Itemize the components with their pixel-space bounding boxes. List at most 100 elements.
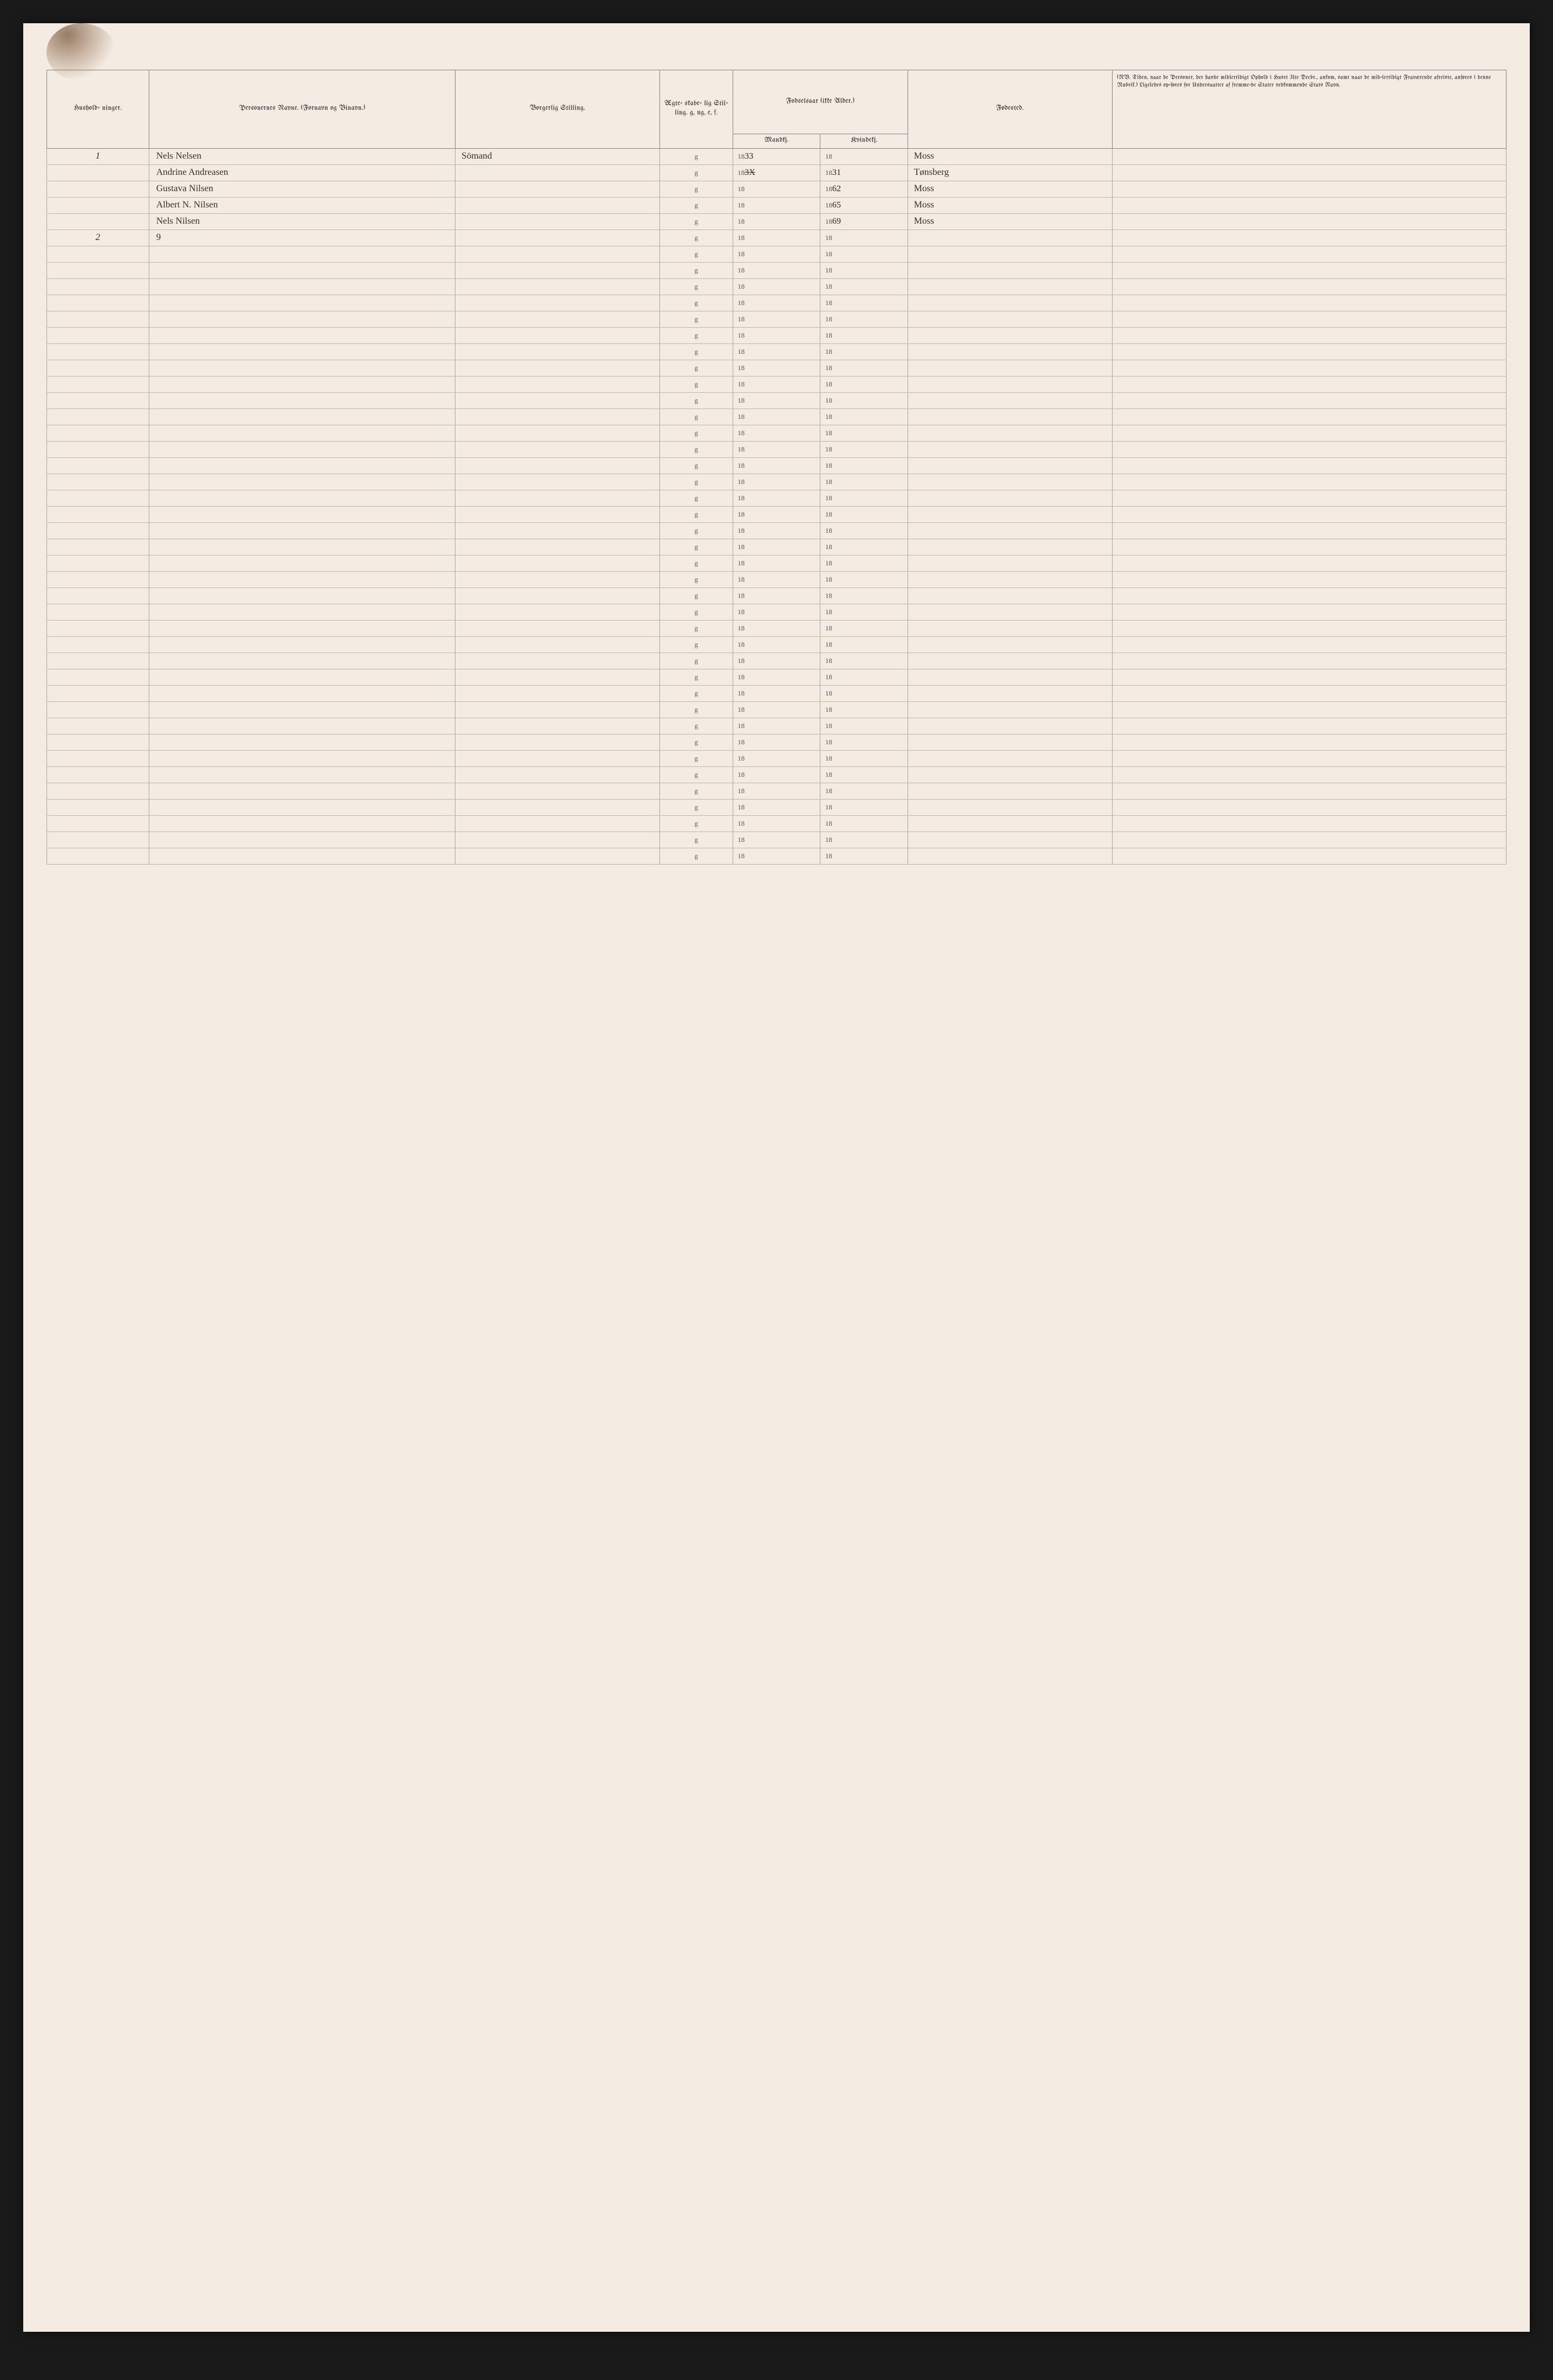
table-row: g1818 bbox=[47, 701, 1507, 718]
cell-fodested bbox=[908, 408, 1113, 425]
cell-stilling bbox=[456, 425, 660, 441]
cell-stilling bbox=[456, 441, 660, 457]
header-mandkj: Mandkj. bbox=[733, 134, 820, 149]
cell-name bbox=[149, 539, 456, 555]
table-row: Nels Nilseng181869Moss bbox=[47, 213, 1507, 230]
cell-stilling bbox=[456, 392, 660, 408]
cell-name: 9 bbox=[149, 230, 456, 246]
cell-name bbox=[149, 701, 456, 718]
cell-stilling bbox=[456, 181, 660, 197]
table-row: g1818 bbox=[47, 474, 1507, 490]
cell-fodested bbox=[908, 815, 1113, 831]
cell-egte: g bbox=[660, 490, 733, 506]
cell-mandkj: 18 bbox=[733, 815, 820, 831]
cell-fodested bbox=[908, 636, 1113, 653]
cell-kvindkj: 18 bbox=[820, 669, 908, 685]
cell-name bbox=[149, 295, 456, 311]
cell-fodested bbox=[908, 490, 1113, 506]
cell-kvindkj: 18 bbox=[820, 376, 908, 392]
cell-name bbox=[149, 262, 456, 278]
cell-notes bbox=[1112, 360, 1506, 376]
cell-fodested bbox=[908, 604, 1113, 620]
table-row: g1818 bbox=[47, 457, 1507, 474]
cell-fodested bbox=[908, 831, 1113, 848]
cell-fodested: Tønsberg bbox=[908, 164, 1113, 181]
cell-egte: g bbox=[660, 148, 733, 164]
cell-egte: g bbox=[660, 392, 733, 408]
cell-mandkj: 18 bbox=[733, 392, 820, 408]
header-fodested: Fødested. bbox=[908, 70, 1113, 149]
cell-stilling bbox=[456, 848, 660, 864]
cell-name bbox=[149, 327, 456, 343]
cell-stilling bbox=[456, 718, 660, 734]
cell-hushold bbox=[47, 376, 149, 392]
cell-fodested bbox=[908, 799, 1113, 815]
cell-hushold bbox=[47, 327, 149, 343]
cell-mandkj: 18 bbox=[733, 441, 820, 457]
header-egte: Ægte- skabe- lig Stil- ling. g, ug, e, f… bbox=[660, 70, 733, 149]
cell-stilling bbox=[456, 343, 660, 360]
cell-hushold bbox=[47, 653, 149, 669]
cell-name: Gustava Nilsen bbox=[149, 181, 456, 197]
cell-hushold: 1 bbox=[47, 148, 149, 164]
cell-name bbox=[149, 278, 456, 295]
cell-hushold bbox=[47, 474, 149, 490]
cell-kvindkj: 1831 bbox=[820, 164, 908, 181]
cell-notes bbox=[1112, 653, 1506, 669]
cell-hushold bbox=[47, 701, 149, 718]
cell-kvindkj: 18 bbox=[820, 474, 908, 490]
cell-fodested bbox=[908, 343, 1113, 360]
cell-stilling bbox=[456, 831, 660, 848]
cell-name bbox=[149, 408, 456, 425]
cell-name bbox=[149, 555, 456, 571]
cell-fodested bbox=[908, 327, 1113, 343]
cell-kvindkj: 18 bbox=[820, 750, 908, 766]
table-row: Gustava Nilseng181862Moss bbox=[47, 181, 1507, 197]
cell-notes bbox=[1112, 783, 1506, 799]
cell-fodested bbox=[908, 262, 1113, 278]
cell-stilling bbox=[456, 311, 660, 327]
cell-notes bbox=[1112, 799, 1506, 815]
cell-egte: g bbox=[660, 360, 733, 376]
cell-hushold bbox=[47, 181, 149, 197]
cell-kvindkj: 18 bbox=[820, 246, 908, 262]
table-header: Hushold- ninger. Personernes Navne. (For… bbox=[47, 70, 1507, 149]
cell-name: Nels Nilsen bbox=[149, 213, 456, 230]
cell-fodested: Moss bbox=[908, 213, 1113, 230]
cell-hushold bbox=[47, 815, 149, 831]
cell-egte: g bbox=[660, 522, 733, 539]
cell-hushold bbox=[47, 522, 149, 539]
cell-notes bbox=[1112, 685, 1506, 701]
cell-mandkj: 18 bbox=[733, 653, 820, 669]
cell-mandkj: 183X bbox=[733, 164, 820, 181]
cell-mandkj: 18 bbox=[733, 555, 820, 571]
cell-stilling bbox=[456, 571, 660, 587]
cell-egte: g bbox=[660, 474, 733, 490]
cell-notes bbox=[1112, 831, 1506, 848]
cell-fodested bbox=[908, 539, 1113, 555]
cell-kvindkj: 18 bbox=[820, 539, 908, 555]
cell-fodested bbox=[908, 587, 1113, 604]
table-row: g1818 bbox=[47, 343, 1507, 360]
cell-notes bbox=[1112, 457, 1506, 474]
cell-name bbox=[149, 636, 456, 653]
cell-fodested bbox=[908, 441, 1113, 457]
table-body: 1Nels NelsenSömandg183318MossAndrine And… bbox=[47, 148, 1507, 864]
cell-notes bbox=[1112, 604, 1506, 620]
cell-egte: g bbox=[660, 669, 733, 685]
cell-name bbox=[149, 360, 456, 376]
cell-egte: g bbox=[660, 327, 733, 343]
cell-name bbox=[149, 831, 456, 848]
cell-mandkj: 18 bbox=[733, 197, 820, 213]
table-row: g1818 bbox=[47, 815, 1507, 831]
cell-kvindkj: 18 bbox=[820, 441, 908, 457]
cell-name bbox=[149, 815, 456, 831]
cell-fodested bbox=[908, 278, 1113, 295]
table-row: g1818 bbox=[47, 555, 1507, 571]
cell-hushold bbox=[47, 408, 149, 425]
cell-name bbox=[149, 685, 456, 701]
cell-egte: g bbox=[660, 799, 733, 815]
cell-egte: g bbox=[660, 278, 733, 295]
cell-notes bbox=[1112, 474, 1506, 490]
cell-egte: g bbox=[660, 750, 733, 766]
